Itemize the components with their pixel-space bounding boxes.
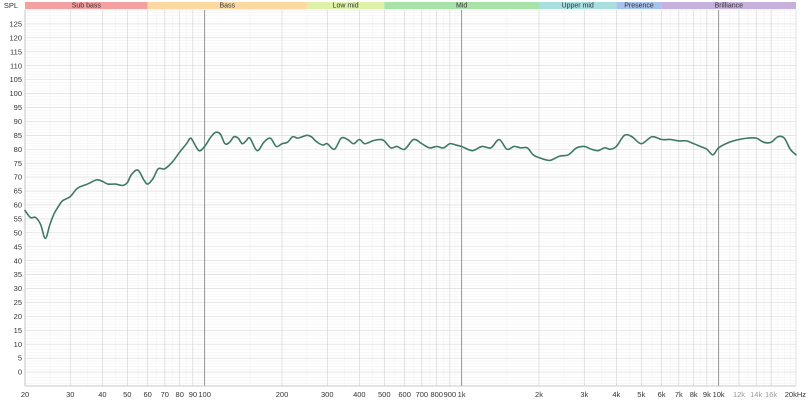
y-tick-label: 10 [14, 340, 22, 349]
x-tick-label: 400 [353, 390, 366, 399]
band-label: Presence [624, 3, 654, 10]
x-tick-label: 20 [21, 390, 29, 399]
y-tick-label: 125 [9, 20, 22, 29]
y-tick-label: 70 [14, 173, 22, 182]
band-label: Mid [456, 3, 467, 10]
y-tick-label: 35 [14, 270, 22, 279]
band-label: Upper mid [562, 3, 594, 10]
x-tick-label: 40 [98, 390, 106, 399]
band-presence [616, 2, 662, 9]
x-tick-label: 700 [416, 390, 429, 399]
y-tick-label: 0 [18, 368, 22, 377]
x-tick-label: 100 [198, 390, 211, 399]
band-bass [147, 2, 307, 9]
y-tick-label: 75 [14, 159, 22, 168]
x-tick-label: 800 [430, 390, 443, 399]
y-tick-label: 40 [14, 256, 22, 265]
x-tick-label: 16k [765, 390, 777, 399]
x-tick-label: 30 [66, 390, 74, 399]
x-tick-label: 60 [143, 390, 151, 399]
x-tick-label: 70 [161, 390, 169, 399]
x-tick-label: 90 [189, 390, 197, 399]
y-tick-label: 100 [9, 89, 22, 98]
x-tick-label: 12k [733, 390, 745, 399]
y-tick-label: 15 [14, 326, 22, 335]
band-brilliance [661, 2, 796, 9]
x-tick-label: 5k [637, 390, 645, 399]
minor-gridlines [25, 10, 796, 386]
y-tick-label: 65 [14, 187, 22, 196]
y-axis-ticks: 0 5 10 15 20 25 30 35 40 45 50 55 60 65 70 75 80 85 90 95 10… [9, 20, 22, 377]
x-tick-label: 500 [378, 390, 391, 399]
x-tick-label: 900 [444, 390, 457, 399]
x-tick-label: 600 [398, 390, 411, 399]
series-layer [24, 131, 797, 240]
y-tick-label: 55 [14, 214, 22, 223]
y-tick-label: 115 [10, 47, 22, 56]
x-tick-label: 80 [176, 390, 184, 399]
band-label: Low mid [333, 3, 359, 10]
band-mid [384, 2, 539, 9]
band-label: Sub bass [72, 3, 102, 10]
frequency-bands: Sub bass Bass Low mid Mid Upper mid Presence B… [25, 2, 796, 10]
x-tick-label: 200 [276, 390, 289, 399]
y-tick-label: 90 [14, 117, 22, 126]
band-low-mid [306, 2, 385, 9]
x-tick-label: 14k [750, 390, 762, 399]
x-tick-label: 9k [703, 390, 711, 399]
y-tick-label: 20 [14, 312, 22, 321]
band-label: Brilliance [715, 3, 744, 10]
y-tick-label: 60 [14, 201, 22, 210]
x-axis-ticks: 20 30 40 50 60 70 80 90 100 200 300 400 500 600 700 800… [21, 390, 806, 399]
x-tick-label: 300 [321, 390, 334, 399]
series-line-0 [24, 131, 797, 240]
x-tick-label: 4k [612, 390, 620, 399]
y-tick-label: 30 [14, 284, 22, 293]
y-tick-label: 85 [14, 131, 22, 140]
y-tick-label: 45 [14, 242, 22, 251]
y-tick-label: 110 [10, 61, 22, 70]
x-tick-label: 10k [713, 390, 725, 399]
major-gridlines [24, 9, 797, 387]
y-axis-label: SPL [4, 1, 18, 10]
band-upper-mid [539, 2, 617, 9]
y-tick-label: 105 [9, 75, 22, 84]
band-sub-bass [25, 2, 148, 9]
x-tick-label: 6k [658, 390, 666, 399]
y-tick-label: 5 [18, 354, 22, 363]
y-tick-label: 25 [14, 298, 22, 307]
x-tick-label: 8k [690, 390, 698, 399]
x-tick-label: 50 [123, 390, 131, 399]
y-tick-label: 95 [14, 103, 22, 112]
x-tick-label: 2k [535, 390, 543, 399]
x-tick-label: 7k [675, 390, 683, 399]
y-tick-label: 120 [9, 33, 22, 42]
y-tick-label: 50 [14, 228, 22, 237]
x-tick-label: 3k [580, 390, 588, 399]
x-tick-label: 1k [458, 390, 466, 399]
y-tick-label: 80 [14, 145, 22, 154]
band-label: Bass [219, 3, 235, 10]
x-tick-label: 20kHz [785, 390, 807, 399]
